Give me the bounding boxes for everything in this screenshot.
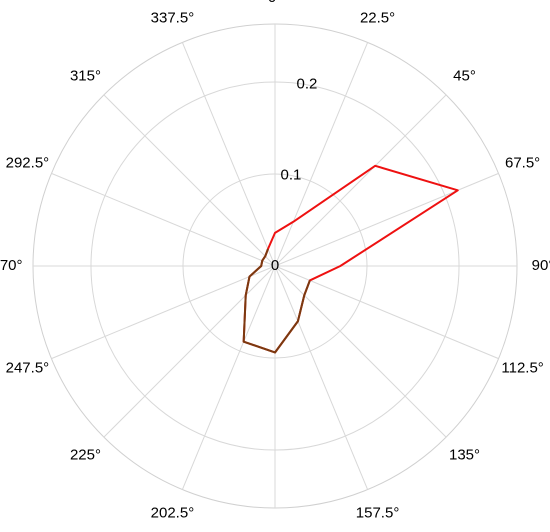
- theta-tick-label: 0°: [268, 0, 282, 6]
- grid-spoke: [274, 265, 447, 438]
- theta-tick-label: 315°: [70, 67, 101, 84]
- theta-tick-label: 292.5°: [6, 154, 50, 171]
- grid-spoke: [103, 265, 276, 438]
- theta-tick-label: 225°: [70, 446, 101, 463]
- grid-spoke: [103, 94, 276, 267]
- theta-tick-label: 45°: [453, 67, 476, 84]
- theta-tick-label: 67.5°: [505, 154, 540, 171]
- theta-tick-label: 112.5°: [501, 360, 543, 377]
- theta-tick-label: 270°: [0, 257, 23, 274]
- grid-spoke: [181, 42, 276, 267]
- grid-spoke: [51, 265, 276, 360]
- r-tick-label: 0: [271, 257, 279, 274]
- theta-tick-label: 157.5°: [356, 505, 400, 522]
- grid-spoke: [274, 265, 369, 490]
- r-tick-label: 0.1: [281, 166, 302, 183]
- theta-tick-label: 90°: [532, 257, 550, 274]
- grid-spoke: [274, 42, 369, 267]
- grid-spoke: [274, 172, 499, 267]
- theta-tick-label: 247.5°: [6, 360, 50, 377]
- grid-spoke: [51, 172, 276, 267]
- theta-tick-label: 337.5°: [151, 9, 195, 26]
- theta-tick-label: 202.5°: [151, 505, 195, 522]
- theta-tick-label: 135°: [449, 446, 480, 463]
- grid-spoke: [274, 265, 499, 360]
- r-tick-label: 0.2: [297, 76, 318, 93]
- grid-spoke: [274, 94, 447, 267]
- theta-tick-label: 22.5°: [360, 9, 395, 26]
- grid-spoke: [181, 265, 276, 490]
- series-line: [242, 248, 311, 354]
